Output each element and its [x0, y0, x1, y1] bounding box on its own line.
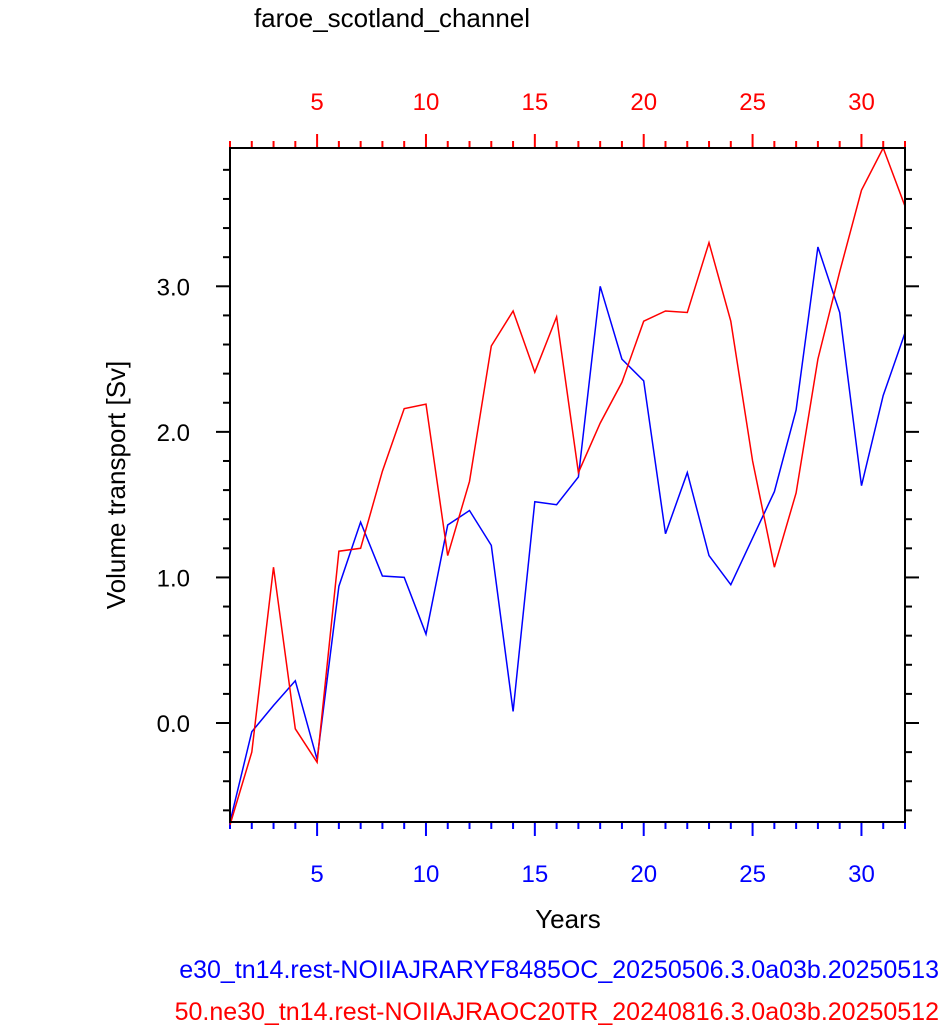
chart-title: faroe_scotland_channel — [254, 3, 530, 33]
y-tick-label: 3.0 — [157, 274, 190, 301]
tick-labels: 5 10 15 20 25 30 5 10 15 20 25 30 0.0 1.0 2.0 3.0 — [157, 89, 875, 888]
x-tick-label-top: 10 — [413, 89, 440, 116]
x-tick-label-bottom: 30 — [848, 861, 875, 888]
x-tick-label-bottom: 10 — [413, 861, 440, 888]
legend: e30_tn14.rest-NOIIAJRARYF8485OC_20250506… — [175, 956, 939, 1026]
y-tick-label: 1.0 — [157, 565, 190, 592]
axis-ticks — [216, 134, 919, 836]
x-tick-label-top: 25 — [739, 89, 766, 116]
x-tick-label-bottom: 25 — [739, 861, 766, 888]
y-tick-label: 2.0 — [157, 420, 190, 447]
y-axis-label: Volume transport [Sv] — [101, 361, 131, 610]
y-tick-label: 0.0 — [157, 711, 190, 738]
legend-entry: 50.ne30_tn14.rest-NOIIAJRAOC20TR_2024081… — [175, 998, 939, 1026]
plot-lines — [229, 146, 906, 826]
x-tick-label-top: 30 — [848, 89, 875, 116]
x-tick-label-bottom: 15 — [521, 861, 548, 888]
x-tick-label-bottom: 5 — [310, 861, 323, 888]
x-tick-label-top: 20 — [630, 89, 657, 116]
series-line — [229, 246, 906, 823]
x-tick-label-top: 15 — [521, 89, 548, 116]
x-tick-label-bottom: 20 — [630, 861, 657, 888]
plot-frame — [229, 147, 906, 823]
x-axis-label: Years — [535, 904, 601, 934]
x-tick-label-top: 5 — [310, 89, 323, 116]
series-line — [229, 146, 906, 826]
legend-entry: e30_tn14.rest-NOIIAJRARYF8485OC_20250506… — [179, 956, 939, 984]
